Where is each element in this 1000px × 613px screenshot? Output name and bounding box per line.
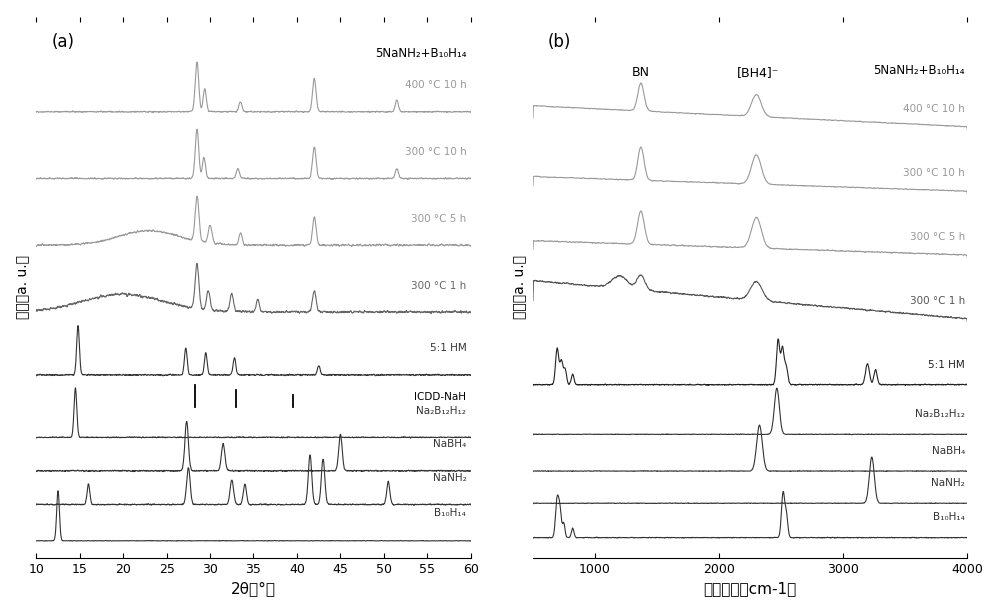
Text: 5:1 HM: 5:1 HM bbox=[928, 360, 965, 370]
Text: Na₂B₁₂H₁₂: Na₂B₁₂H₁₂ bbox=[915, 409, 965, 419]
Text: NaBH₄: NaBH₄ bbox=[932, 446, 965, 456]
Text: [BH4]⁻: [BH4]⁻ bbox=[736, 66, 779, 79]
Text: (b): (b) bbox=[548, 33, 571, 51]
Text: (a): (a) bbox=[51, 33, 74, 51]
Text: 300 °C 10 h: 300 °C 10 h bbox=[903, 168, 965, 178]
Text: 300 °C 5 h: 300 °C 5 h bbox=[411, 214, 466, 224]
Text: 300 °C 1 h: 300 °C 1 h bbox=[411, 281, 466, 291]
Text: 5:1 HM: 5:1 HM bbox=[430, 343, 466, 353]
Text: Na₂B₁₂H₁₂: Na₂B₁₂H₁₂ bbox=[416, 406, 466, 416]
Y-axis label: 强度（a. u.）: 强度（a. u.） bbox=[513, 255, 527, 319]
Text: 5NaNH₂+B₁₀H₁₄: 5NaNH₂+B₁₀H₁₄ bbox=[375, 47, 466, 60]
X-axis label: 拉曼位移（cm-1）: 拉曼位移（cm-1） bbox=[704, 581, 797, 596]
Text: 400 °C 10 h: 400 °C 10 h bbox=[903, 104, 965, 114]
Text: 300 °C 5 h: 300 °C 5 h bbox=[910, 232, 965, 242]
Text: 300 °C 10 h: 300 °C 10 h bbox=[405, 147, 466, 157]
Text: ICDD-NaH: ICDD-NaH bbox=[414, 392, 466, 402]
Text: BN: BN bbox=[632, 66, 650, 79]
X-axis label: 2θ（°）: 2θ（°） bbox=[231, 581, 276, 596]
Text: B₁₀H₁₄: B₁₀H₁₄ bbox=[933, 512, 965, 522]
Text: 400 °C 10 h: 400 °C 10 h bbox=[405, 80, 466, 89]
Text: B₁₀H₁₄: B₁₀H₁₄ bbox=[434, 509, 466, 519]
Text: 300 °C 1 h: 300 °C 1 h bbox=[910, 295, 965, 306]
Text: NaNH₂: NaNH₂ bbox=[931, 478, 965, 488]
Text: 5NaNH₂+B₁₀H₁₄: 5NaNH₂+B₁₀H₁₄ bbox=[873, 64, 965, 77]
Text: NaBH₄: NaBH₄ bbox=[433, 439, 466, 449]
Y-axis label: 强度（a. u.）: 强度（a. u.） bbox=[17, 255, 31, 319]
Text: NaNH₂: NaNH₂ bbox=[433, 473, 466, 482]
